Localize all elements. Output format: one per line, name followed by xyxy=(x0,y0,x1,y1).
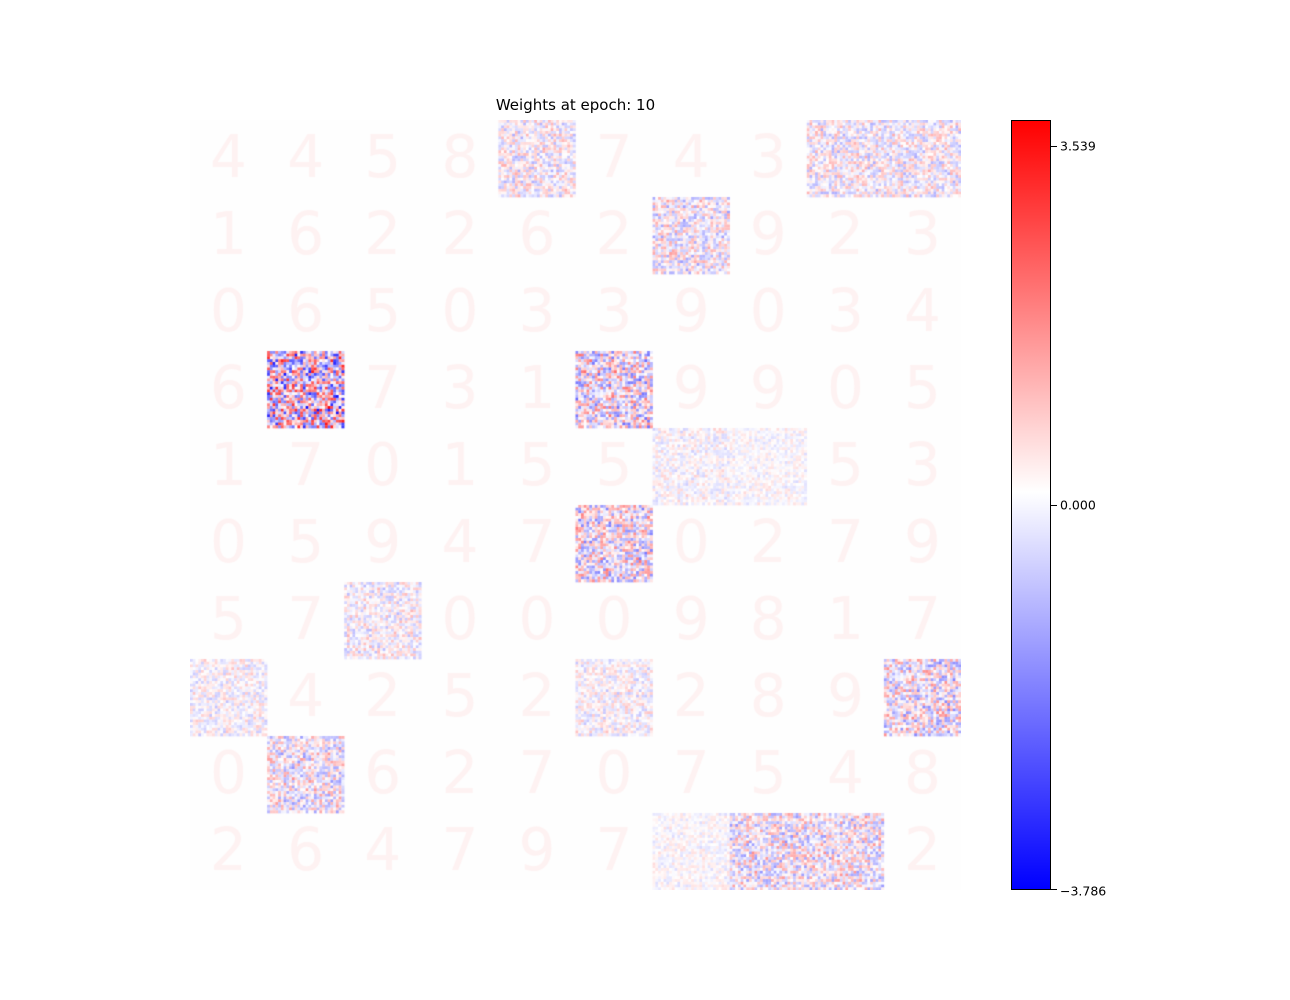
colorbar-tick-label-max: 3.539 xyxy=(1060,138,1096,154)
chart-title: Weights at epoch: 10 xyxy=(495,96,656,114)
weights-heatmap-grid xyxy=(190,120,961,890)
colorbar-tick-label-min: −3.786 xyxy=(1060,883,1107,899)
colorbar-tick-min xyxy=(1051,889,1057,890)
colorbar-tick-label-zero: 0.000 xyxy=(1060,497,1096,513)
colorbar xyxy=(1011,120,1051,890)
colorbar-tick-max xyxy=(1051,146,1057,147)
colorbar-tick-zero xyxy=(1051,505,1057,506)
